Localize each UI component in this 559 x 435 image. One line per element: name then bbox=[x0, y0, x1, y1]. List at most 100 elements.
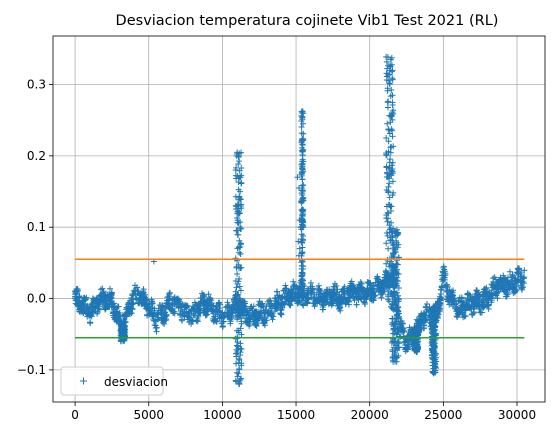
series-point bbox=[140, 294, 147, 301]
series-point bbox=[273, 299, 280, 306]
series-point bbox=[379, 289, 386, 296]
series-point bbox=[239, 310, 246, 317]
series-point bbox=[205, 291, 212, 298]
series-point bbox=[190, 310, 197, 317]
series-point bbox=[189, 317, 196, 324]
series-point bbox=[242, 303, 249, 310]
series-point bbox=[204, 311, 211, 318]
series-point bbox=[465, 302, 472, 309]
series-point bbox=[423, 308, 430, 315]
series-point bbox=[474, 290, 481, 297]
series-point bbox=[348, 278, 355, 285]
series-point bbox=[364, 288, 371, 295]
y-tick-label: −0.1 bbox=[17, 363, 46, 377]
series-point bbox=[72, 297, 79, 304]
series-point bbox=[330, 287, 337, 294]
spike-point bbox=[236, 158, 243, 165]
series-point bbox=[72, 288, 79, 295]
series-point bbox=[77, 300, 84, 307]
series-point bbox=[294, 300, 301, 307]
spike-point bbox=[384, 120, 391, 127]
x-tick-label: 20000 bbox=[351, 408, 389, 422]
spike-point bbox=[389, 133, 396, 140]
series-point bbox=[506, 279, 513, 286]
series-point bbox=[283, 285, 290, 292]
series-point bbox=[83, 308, 90, 315]
series-point bbox=[196, 310, 203, 317]
series-point bbox=[371, 289, 378, 296]
series-point bbox=[197, 299, 204, 306]
series-point bbox=[133, 284, 140, 291]
series-point bbox=[268, 311, 275, 318]
series-point bbox=[257, 302, 264, 309]
series-point bbox=[484, 301, 491, 308]
chart-title: Desviacion temperatura cojinete Vib1 Tes… bbox=[116, 13, 499, 29]
series-point bbox=[271, 295, 278, 302]
series-point bbox=[458, 294, 465, 301]
x-tick-label: 30000 bbox=[498, 408, 536, 422]
series-point bbox=[479, 292, 486, 299]
series-point bbox=[237, 311, 244, 318]
series-point bbox=[163, 300, 170, 307]
series-point bbox=[521, 267, 528, 274]
series-point bbox=[335, 296, 342, 303]
series-point bbox=[282, 286, 289, 293]
series-point bbox=[271, 303, 278, 310]
series-point bbox=[148, 296, 155, 303]
series-point bbox=[130, 291, 137, 298]
series-point bbox=[504, 274, 511, 281]
series-point bbox=[371, 282, 378, 289]
x-tick-label: 15000 bbox=[277, 408, 315, 422]
series-point bbox=[379, 281, 386, 288]
series-point bbox=[189, 305, 196, 312]
series-point bbox=[207, 302, 214, 309]
series-point bbox=[331, 280, 338, 287]
series-point bbox=[384, 285, 391, 292]
spike-point bbox=[389, 76, 396, 83]
series-point bbox=[400, 325, 407, 332]
series-point bbox=[460, 314, 467, 321]
series-point bbox=[178, 316, 185, 323]
series-point bbox=[372, 292, 379, 299]
series-point bbox=[194, 306, 201, 313]
axes: 0 5000 10000 15000 20000 25000 30000 −0.1 0.0 0.1… bbox=[17, 35, 546, 422]
series-point bbox=[80, 304, 87, 311]
series-point bbox=[334, 297, 341, 304]
series-point bbox=[171, 301, 178, 308]
series-point bbox=[114, 314, 121, 321]
grid bbox=[53, 36, 545, 402]
series-point bbox=[124, 306, 131, 313]
spike-point bbox=[233, 284, 240, 291]
series-point bbox=[212, 315, 219, 322]
series-point bbox=[449, 303, 456, 310]
series-point bbox=[468, 305, 475, 312]
x-tick-label: 0 bbox=[71, 408, 79, 422]
series-point bbox=[469, 311, 476, 318]
series-point bbox=[441, 266, 448, 273]
series-point bbox=[261, 322, 268, 329]
spike-point bbox=[384, 99, 391, 106]
spike-point bbox=[298, 130, 305, 137]
series-point bbox=[158, 316, 165, 323]
series-point bbox=[227, 316, 234, 323]
series-point bbox=[453, 313, 460, 320]
series-point bbox=[158, 311, 165, 318]
series-point bbox=[476, 306, 483, 313]
series-point bbox=[151, 321, 158, 328]
series-point bbox=[166, 296, 173, 303]
series-point bbox=[218, 315, 225, 322]
series-point bbox=[277, 307, 284, 314]
series-point bbox=[378, 294, 385, 301]
series-point bbox=[229, 302, 236, 309]
series-point bbox=[353, 293, 360, 300]
series-point bbox=[168, 308, 175, 315]
spike-point bbox=[300, 181, 307, 188]
spike-point bbox=[234, 231, 241, 238]
series-point bbox=[94, 310, 101, 317]
y-tick-label: 0.3 bbox=[27, 78, 46, 92]
series-point bbox=[415, 321, 422, 328]
series-point bbox=[125, 300, 132, 307]
spike-point bbox=[299, 211, 306, 218]
spike-point bbox=[299, 148, 306, 155]
